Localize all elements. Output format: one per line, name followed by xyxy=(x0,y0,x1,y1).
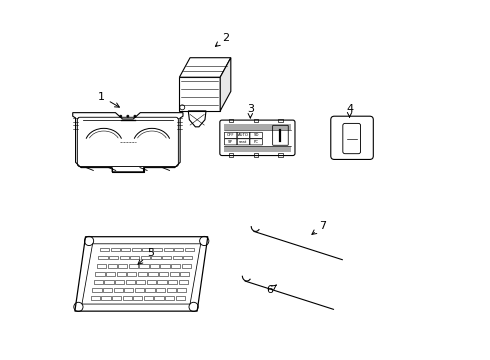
Bar xyxy=(114,288,123,292)
Bar xyxy=(139,264,148,267)
Bar xyxy=(129,264,138,267)
Bar xyxy=(167,288,176,292)
Polygon shape xyxy=(179,77,220,111)
Bar xyxy=(121,248,130,251)
Text: SD: SD xyxy=(253,133,259,138)
Bar xyxy=(162,256,171,260)
Text: OFF: OFF xyxy=(227,133,234,138)
Bar xyxy=(154,297,164,300)
Text: 3: 3 xyxy=(247,104,254,118)
Circle shape xyxy=(127,115,129,117)
Bar xyxy=(253,119,258,122)
Text: 5: 5 xyxy=(138,248,154,264)
Bar xyxy=(135,288,144,292)
Bar xyxy=(118,264,127,267)
Bar xyxy=(117,272,126,276)
Bar xyxy=(112,297,121,300)
Polygon shape xyxy=(179,58,231,77)
Bar xyxy=(159,272,168,276)
Bar xyxy=(174,248,183,251)
Bar xyxy=(124,288,133,292)
Bar xyxy=(138,272,147,276)
Bar xyxy=(142,248,151,251)
Bar xyxy=(106,272,115,276)
Bar xyxy=(224,145,291,152)
Bar xyxy=(115,280,124,284)
Bar xyxy=(111,248,120,251)
Bar xyxy=(253,153,258,157)
Text: 6: 6 xyxy=(266,285,276,295)
Bar xyxy=(127,272,136,276)
Bar xyxy=(229,153,233,157)
Bar xyxy=(125,280,135,284)
Bar xyxy=(150,264,159,267)
Text: AUTO: AUTO xyxy=(238,133,249,138)
Bar xyxy=(170,272,179,276)
Bar xyxy=(136,280,146,284)
Bar xyxy=(93,288,101,292)
Bar xyxy=(278,119,283,122)
Bar xyxy=(151,256,161,260)
Text: 7: 7 xyxy=(312,221,326,234)
Bar xyxy=(177,288,186,292)
Bar xyxy=(122,297,132,300)
Bar xyxy=(183,256,193,260)
Bar xyxy=(103,288,112,292)
Bar xyxy=(182,264,191,267)
Bar xyxy=(172,256,182,260)
Bar xyxy=(94,280,103,284)
Bar xyxy=(148,272,158,276)
Bar xyxy=(147,280,156,284)
Bar xyxy=(171,264,180,267)
Bar xyxy=(161,264,170,267)
Text: 1: 1 xyxy=(98,92,120,107)
Bar xyxy=(168,280,177,284)
Bar xyxy=(175,297,185,300)
Bar xyxy=(101,297,111,300)
Bar xyxy=(98,256,108,260)
Bar xyxy=(144,297,153,300)
Bar xyxy=(91,297,100,300)
Bar xyxy=(185,248,194,251)
Bar xyxy=(229,119,233,122)
Bar xyxy=(180,272,189,276)
Bar xyxy=(165,297,174,300)
Circle shape xyxy=(134,115,136,117)
Bar xyxy=(141,256,150,260)
Bar xyxy=(132,248,141,251)
Text: seat: seat xyxy=(239,140,247,144)
Bar xyxy=(97,264,106,267)
Bar xyxy=(96,272,105,276)
Bar xyxy=(179,280,188,284)
Text: SP: SP xyxy=(228,140,233,144)
Polygon shape xyxy=(220,58,231,111)
Bar xyxy=(133,297,143,300)
Bar xyxy=(100,248,109,251)
Bar xyxy=(153,248,162,251)
Bar xyxy=(224,123,291,130)
Bar xyxy=(146,288,154,292)
Bar xyxy=(157,280,167,284)
Text: 4: 4 xyxy=(346,104,353,117)
Circle shape xyxy=(120,115,122,117)
Bar xyxy=(120,256,129,260)
Bar xyxy=(130,256,140,260)
Bar xyxy=(109,256,118,260)
Text: 2: 2 xyxy=(216,33,229,46)
Bar xyxy=(104,280,114,284)
Text: PC: PC xyxy=(254,140,259,144)
Bar xyxy=(107,264,117,267)
Bar xyxy=(156,288,165,292)
Bar xyxy=(278,153,283,157)
Bar xyxy=(164,248,173,251)
